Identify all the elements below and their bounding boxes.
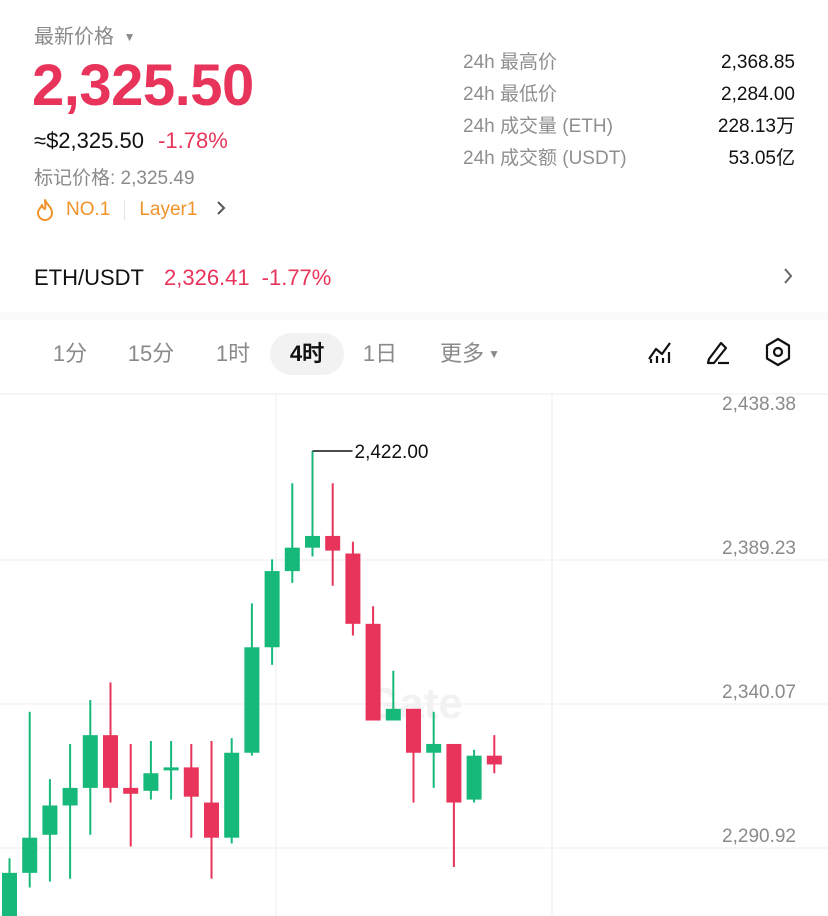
tab-1d[interactable]: 1日 xyxy=(362,341,398,366)
stat-label: 24h 成交额 (USDT) xyxy=(463,148,627,169)
candle-body-down xyxy=(406,708,421,753)
candle-body-down xyxy=(365,623,381,721)
chevron-right-icon xyxy=(782,265,794,291)
caret-down-icon: ▼ xyxy=(488,347,500,361)
usd-price: ≈$2,325.50 xyxy=(34,128,144,153)
tag-row[interactable]: NO.1 Layer1 xyxy=(34,197,227,223)
stat-label: 24h 最高价 xyxy=(463,52,557,73)
candle-body-up xyxy=(42,805,58,835)
stat-row-volume: 24h 成交量 (ETH) 228.13万 xyxy=(463,114,795,146)
candle-body-down xyxy=(486,755,502,765)
stat-row-low: 24h 最低价 2,284.00 xyxy=(463,82,795,114)
high-marker-label: 2,422.00 xyxy=(355,442,429,463)
flame-icon xyxy=(34,198,56,222)
mark-price: 标记价格: 2,325.49 xyxy=(34,168,195,189)
section-divider xyxy=(0,312,828,320)
draw-button[interactable] xyxy=(702,336,734,368)
pair-name: ETH/USDT xyxy=(34,265,144,290)
chevron-right-icon xyxy=(215,199,227,222)
latest-price-label: 最新价格 xyxy=(34,26,114,48)
y-tick-label: 2,389.23 xyxy=(722,538,796,559)
candle-body-down xyxy=(183,767,199,797)
candle-body-up xyxy=(82,735,98,788)
indicator-icon xyxy=(648,342,671,363)
price-line: ≈$2,325.50 -1.78% xyxy=(34,128,228,154)
tag-divider xyxy=(124,200,126,220)
candle-body-up xyxy=(22,837,38,873)
candle-body-up xyxy=(2,872,17,916)
y-tick-label: 2,340.07 xyxy=(722,682,796,703)
settings-button[interactable] xyxy=(762,336,794,368)
candle-body-up xyxy=(163,767,179,771)
change-pct: -1.78% xyxy=(158,128,228,153)
caret-down-icon: ▼ xyxy=(123,30,136,44)
y-tick-label: 2,438.38 xyxy=(722,394,796,415)
stat-value: 228.13万 xyxy=(717,116,795,137)
candle-body-up xyxy=(264,571,280,648)
stat-row-turnover: 24h 成交额 (USDT) 53.05亿 xyxy=(463,146,795,178)
indicator-button[interactable] xyxy=(644,336,676,368)
candle-body-up xyxy=(284,547,300,572)
candle-body-down xyxy=(204,802,219,838)
candlestick-chart[interactable]: 2,438.382,389.232,340.072,290.92Gate2,42… xyxy=(0,393,828,916)
stats-panel: 24h 最高价 2,368.85 24h 最低价 2,284.00 24h 成交… xyxy=(463,50,795,178)
candle-body-down xyxy=(446,743,462,803)
candle-body-up xyxy=(62,787,78,806)
latest-price-dropdown[interactable]: 最新价格 ▼ xyxy=(34,20,135,49)
stat-value: 2,284.00 xyxy=(721,84,795,105)
pair-change: -1.77% xyxy=(261,265,332,290)
tab-1m[interactable]: 1分 xyxy=(52,341,88,366)
tab-more-label: 更多 xyxy=(440,341,485,366)
stat-row-high: 24h 最高价 2,368.85 xyxy=(463,50,795,82)
settings-hexagon-icon xyxy=(765,337,791,367)
candle-body-up xyxy=(224,752,240,838)
pair-row[interactable]: ETH/USDT 2,326.41 -1.77% xyxy=(34,262,794,294)
category-tag: Layer1 xyxy=(139,199,198,220)
candle-body-up xyxy=(143,773,159,791)
candle-body-down xyxy=(345,553,361,624)
pair-price: 2,326.41 xyxy=(164,265,250,290)
candle-body-up xyxy=(466,755,482,800)
candle-body-up xyxy=(244,647,260,753)
candle-body-up xyxy=(305,535,320,548)
tab-1h[interactable]: 1时 xyxy=(215,341,251,366)
rank-tag: NO.1 xyxy=(66,199,111,220)
tab-15m[interactable]: 15分 xyxy=(127,341,175,366)
last-price: 2,325.50 xyxy=(32,53,254,118)
candle-body-up xyxy=(385,708,401,721)
stat-value: 53.05亿 xyxy=(728,148,795,169)
tab-more[interactable]: 更多 ▼ xyxy=(428,333,512,375)
tab-4h[interactable]: 4时 xyxy=(270,333,344,375)
candle-body-down xyxy=(325,535,341,551)
candle-body-down xyxy=(103,735,118,788)
candle-body-up xyxy=(426,743,442,753)
candle-body-down xyxy=(123,787,139,794)
pencil-icon xyxy=(706,341,729,365)
stat-value: 2,368.85 xyxy=(721,52,795,73)
y-tick-label: 2,290.92 xyxy=(722,826,796,847)
stat-label: 24h 最低价 xyxy=(463,84,557,105)
stat-label: 24h 成交量 (ETH) xyxy=(463,116,613,137)
